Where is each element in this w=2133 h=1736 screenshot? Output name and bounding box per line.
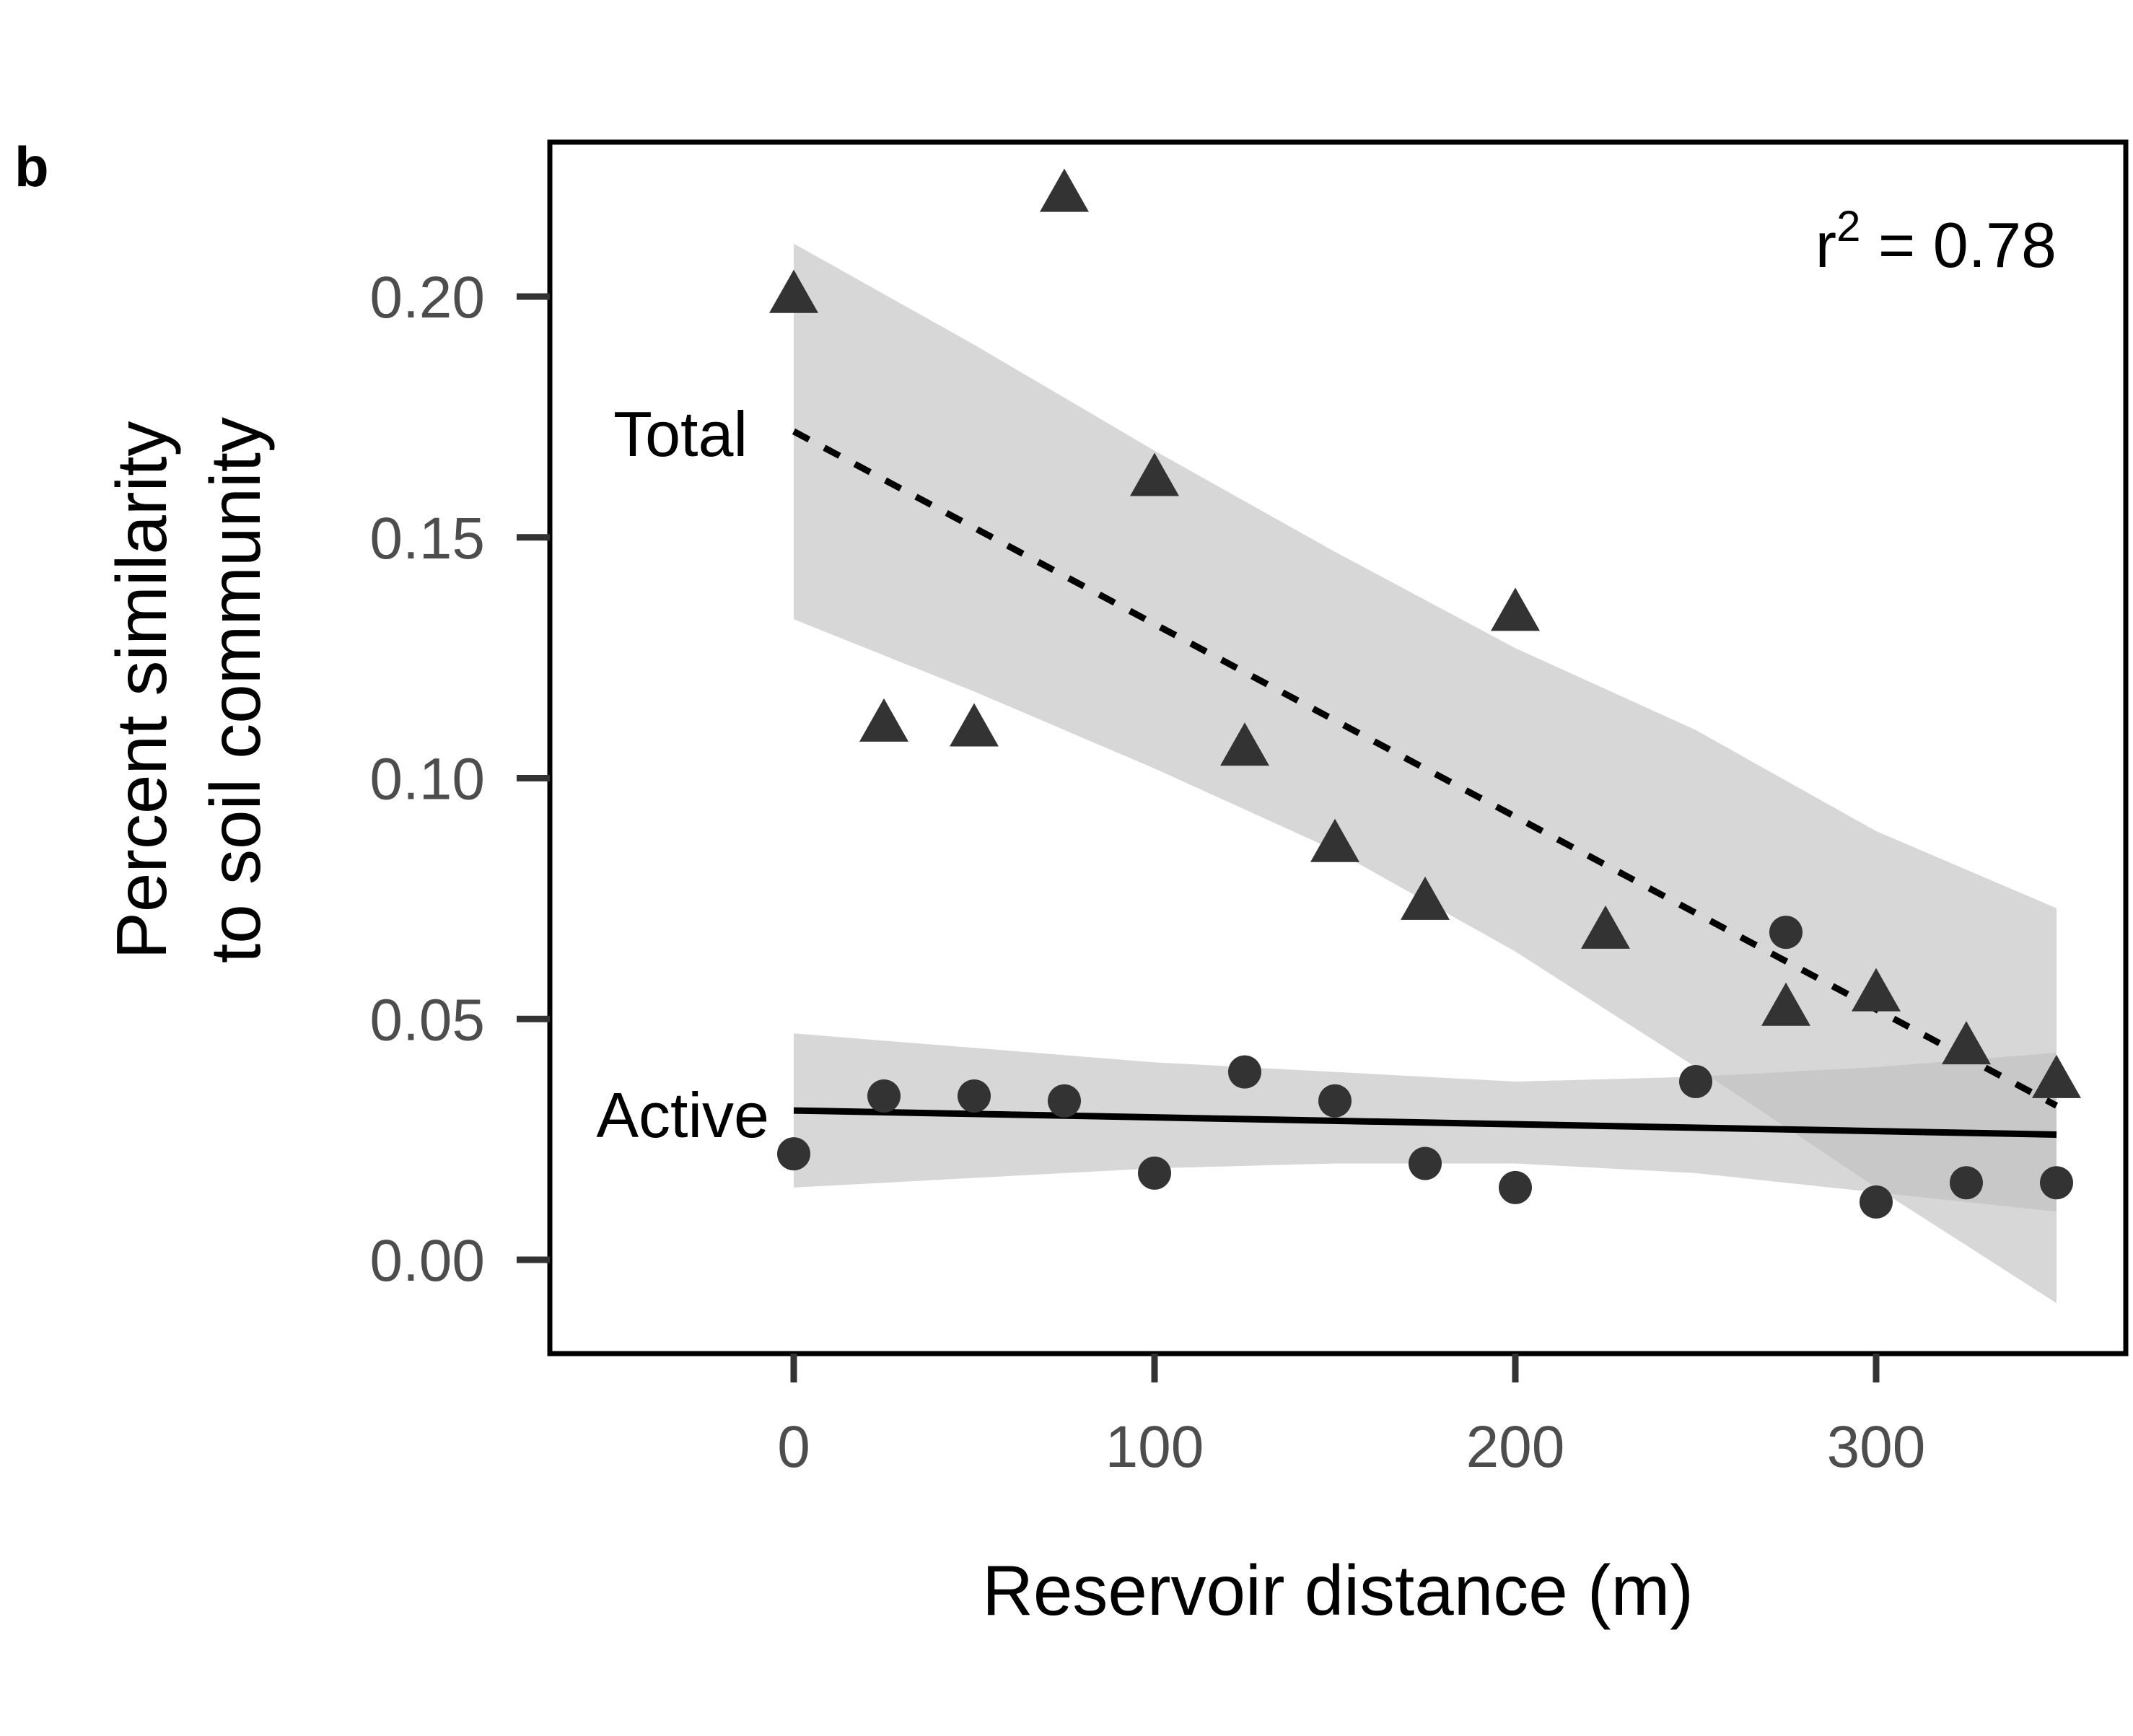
point-total-5 (1220, 722, 1269, 766)
y-tick-label-2: 0.10 (369, 747, 485, 812)
point-total-13 (2032, 1054, 2081, 1098)
x-tick-label-3: 300 (1827, 1414, 1926, 1480)
point-active-9 (1679, 1065, 1712, 1099)
point-total-7 (1401, 876, 1450, 920)
y-axis-title-line-1: Percent similarity (102, 421, 181, 959)
point-total-12 (1942, 1021, 1991, 1065)
x-axis: 0 100 200 300 (777, 1354, 1925, 1480)
point-active-5 (1228, 1055, 1261, 1089)
point-active-8 (1499, 1170, 1532, 1204)
point-active-3 (1048, 1084, 1081, 1118)
y-axis: 0.00 0.05 0.10 0.15 0.20 (369, 265, 550, 1294)
x-tick-label-2: 200 (1466, 1414, 1565, 1480)
x-tick-label-0: 0 (777, 1414, 810, 1480)
y-axis-title: Percent similarity to soil community (102, 417, 275, 963)
point-total-1 (859, 698, 908, 742)
y-axis-title-line-2: to soil community (196, 417, 275, 963)
y-tick-label-0: 0.00 (369, 1228, 485, 1294)
point-active-11 (1860, 1185, 1893, 1219)
y-tick-label-1: 0.05 (369, 987, 485, 1053)
point-active-1 (867, 1079, 901, 1113)
data-points (769, 168, 2081, 1219)
point-total-9 (1581, 905, 1630, 949)
point-active-4 (1138, 1156, 1171, 1190)
fit-lines (792, 428, 2059, 1138)
series-label-total: Total (613, 398, 748, 470)
r2-base: r (1816, 209, 1836, 281)
fit-line-active (793, 1107, 2057, 1138)
confidence-bands (794, 243, 2057, 1304)
point-active-10 (1769, 916, 1803, 950)
point-total-4 (1130, 452, 1179, 496)
series-label-active: Active (596, 1079, 769, 1151)
r-squared-annotation: r2 = 0.78 (1816, 202, 2057, 281)
r2-superscript: 2 (1836, 202, 1860, 250)
point-active-7 (1409, 1147, 1442, 1180)
y-tick-label-4: 0.20 (369, 265, 485, 330)
y-tick-label-3: 0.15 (369, 506, 485, 571)
r2-value: = 0.78 (1860, 209, 2057, 281)
band-total (794, 243, 2057, 1304)
point-total-2 (950, 703, 999, 747)
plot-frame (547, 139, 2129, 1356)
point-total-3 (1040, 168, 1089, 212)
point-total-6 (1310, 818, 1359, 862)
point-total-10 (1761, 982, 1810, 1026)
point-total-0 (769, 269, 818, 313)
fit-line-total (792, 428, 2059, 1109)
point-active-0 (777, 1137, 810, 1171)
point-active-12 (1950, 1166, 1983, 1200)
point-total-8 (1491, 587, 1540, 631)
point-active-6 (1318, 1084, 1352, 1118)
x-axis-title: Reservoir distance (m) (982, 1551, 1694, 1630)
point-total-11 (1852, 968, 1901, 1012)
panel-label: b (14, 135, 49, 198)
x-tick-label-1: 100 (1105, 1414, 1204, 1480)
point-active-2 (958, 1079, 991, 1113)
point-active-13 (2040, 1166, 2073, 1200)
